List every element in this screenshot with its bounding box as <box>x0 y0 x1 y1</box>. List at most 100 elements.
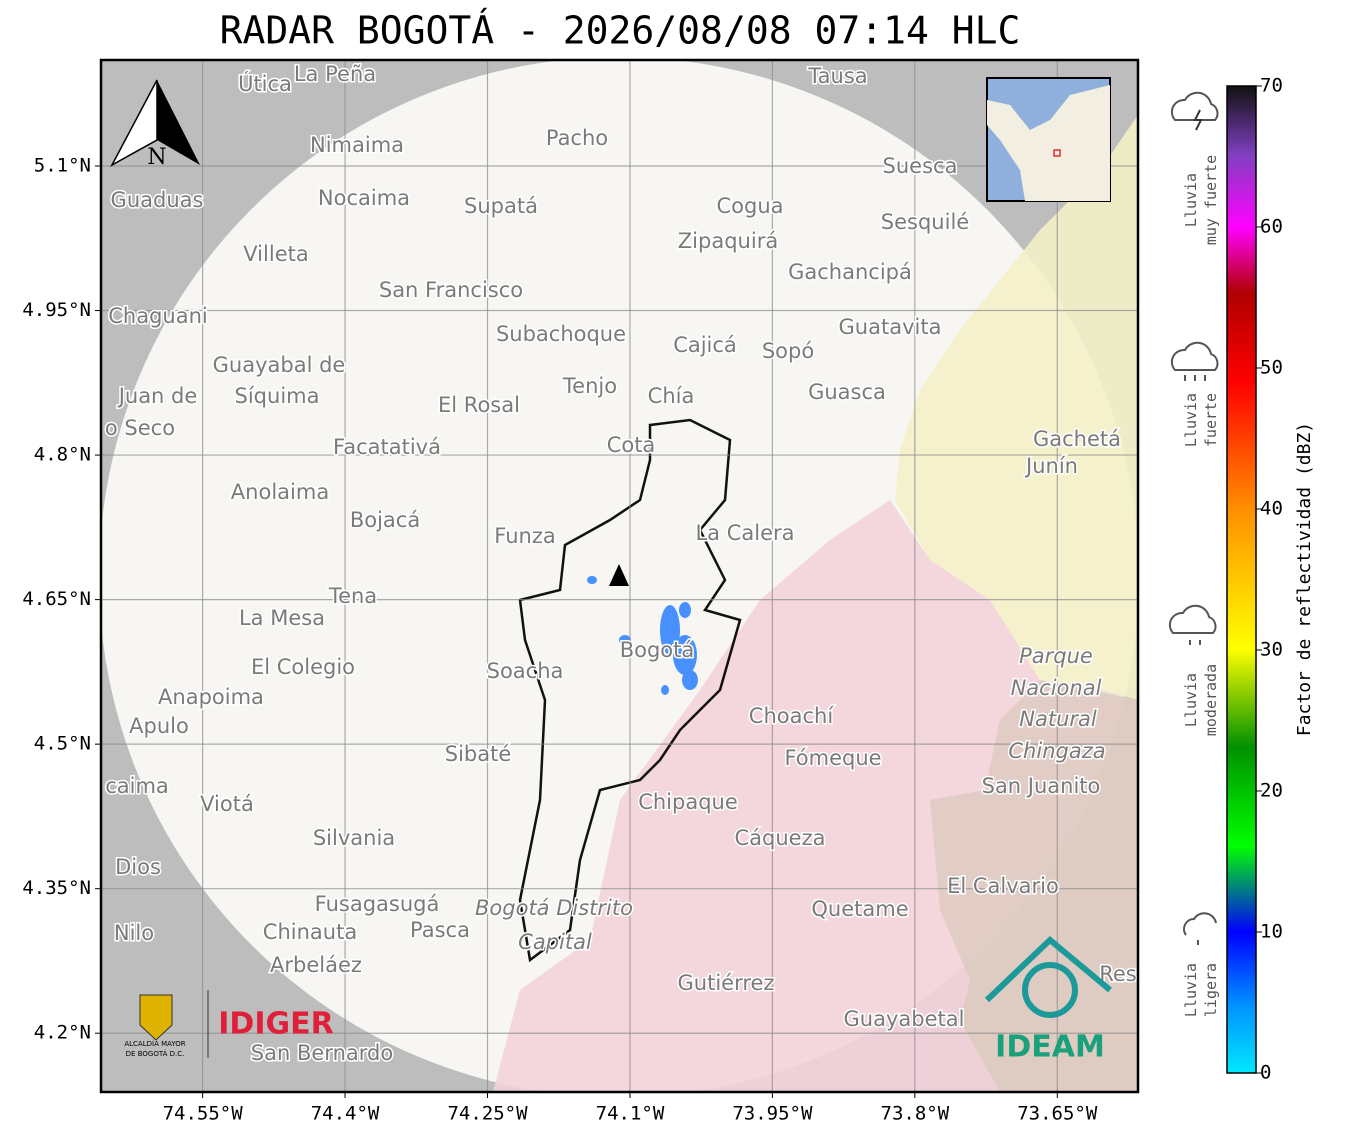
colorbar-label: Factor de reflectividad (dBZ) <box>1294 422 1315 736</box>
colorbar-tick-label: 0 <box>1260 1062 1271 1084</box>
place-label: Arbeláez <box>270 953 362 977</box>
place-label: Facatativá <box>333 435 441 459</box>
level-label: muy fuerte <box>1202 155 1220 245</box>
place-label: Anapoima <box>158 685 264 709</box>
place-label: Sesquilé <box>881 210 969 234</box>
x-tick-label: 73.8°W <box>881 1103 950 1125</box>
level-icons <box>1168 91 1219 945</box>
y-tick-label: 4.5°N <box>34 733 91 755</box>
place-label: Quetame <box>811 897 908 921</box>
place-label: Supatá <box>464 194 538 218</box>
colorbar-tick-label: 60 <box>1260 216 1283 238</box>
level-label: moderada <box>1202 664 1220 736</box>
level-label: fuerte <box>1202 393 1220 447</box>
place-label: Funza <box>494 524 555 548</box>
place-label: Zipaquirá <box>678 229 778 253</box>
y-tick-label: 4.65°N <box>22 588 91 610</box>
place-label: Choachí <box>749 704 835 728</box>
level-label: Lluvia <box>1182 173 1200 227</box>
colorbar-tick-label: 30 <box>1260 639 1283 661</box>
y-tick-label: 4.35°N <box>22 877 91 899</box>
place-label: Nacional <box>1011 676 1102 700</box>
place-label: Viotá <box>200 792 254 816</box>
level-label: ligera <box>1202 963 1220 1017</box>
place-label: Chinauta <box>263 920 357 944</box>
place-label: Sibaté <box>445 742 512 766</box>
y-tick-label: 4.2°N <box>34 1022 91 1044</box>
place-label: El Rosal <box>438 393 520 417</box>
place-label: Chaguani <box>108 304 208 328</box>
place-label: Guasca <box>808 380 886 404</box>
place-label: o Seco <box>105 416 175 440</box>
place-label: Suesca <box>883 154 958 178</box>
place-label: Síquima <box>235 384 320 408</box>
place-label: Silvania <box>313 826 395 850</box>
place-label: Pacho <box>546 126 608 150</box>
place-label: Cota <box>607 433 656 457</box>
place-label: San Bernardo <box>251 1041 393 1065</box>
place-label: Fusagasugá <box>315 892 440 916</box>
alcaldia-line: ALCALDÍA MAYOR <box>124 1039 185 1048</box>
place-label: El Colegio <box>251 655 355 679</box>
place-label: Nilo <box>114 921 154 945</box>
place-label: Villeta <box>243 242 308 266</box>
place-label: Res <box>1099 962 1137 986</box>
place-label: La Mesa <box>239 606 325 630</box>
place-label: Parque <box>1019 644 1093 668</box>
place-label: Gutiérrez <box>678 971 775 995</box>
place-label: Anolaima <box>231 480 329 504</box>
place-label: Bogotá Distrito <box>475 896 633 920</box>
level-label: Lluvia <box>1182 673 1200 727</box>
place-label: Junín <box>1024 454 1078 478</box>
place-label: Cajicá <box>673 333 737 357</box>
place-label: Capital <box>518 930 592 954</box>
x-tick-label: 74.25°W <box>447 1103 528 1125</box>
place-label: Soacha <box>487 659 564 683</box>
x-tick-label: 73.95°W <box>732 1103 813 1125</box>
y-tick-label: 4.95°N <box>22 299 91 321</box>
place-label: Dios <box>115 855 161 879</box>
ideam-logo: IDEAM <box>995 1030 1105 1065</box>
place-label: Tena <box>328 584 377 608</box>
place-label: Bogotá <box>620 638 695 662</box>
x-tick-label: 74.4°W <box>311 1103 380 1125</box>
place-label: La Peña <box>294 62 376 86</box>
title: RADAR BOGOTÁ - 2026/08/08 07:14 HLC <box>220 9 1021 53</box>
colorbar-tick-label: 20 <box>1260 780 1283 802</box>
place-label: Cáqueza <box>735 826 826 850</box>
place-label: caima <box>105 774 169 798</box>
alcaldia-line: DE BOGOTÁ D.C. <box>126 1049 185 1058</box>
place-label: Cogua <box>716 194 783 218</box>
place-label: Guatavita <box>839 315 942 339</box>
x-tick-label: 73.65°W <box>1017 1103 1098 1125</box>
place-label: Subachoque <box>496 322 626 346</box>
place-label: Nimaima <box>310 133 404 157</box>
map-frame <box>99 58 1140 1094</box>
place-label: San Juanito <box>982 774 1101 798</box>
place-label: San Francisco <box>379 278 523 302</box>
y-tick-label: 5.1°N <box>34 154 91 176</box>
place-label: Gachancipá <box>788 260 912 284</box>
level-label: Lluvia <box>1182 963 1200 1017</box>
north-label: N <box>147 145 166 170</box>
place-label: Apulo <box>129 714 189 738</box>
place-label: Guayabetal <box>844 1007 965 1031</box>
place-label: Fómeque <box>784 746 881 770</box>
place-label: Nocaima <box>318 186 410 210</box>
colorbar <box>1226 85 1257 1074</box>
place-label: Gachetá <box>1033 427 1121 451</box>
colorbar-tick-label: 70 <box>1260 75 1283 97</box>
colorbar-tick-label: 40 <box>1260 498 1283 520</box>
place-label: Tenjo <box>562 374 617 398</box>
place-label: Pasca <box>410 918 470 942</box>
place-label: Chingaza <box>1008 739 1105 763</box>
place-label: Bojacá <box>350 508 420 532</box>
place-label: Tausa <box>807 64 867 88</box>
place-label: Chipaque <box>638 790 738 814</box>
place-label: Guayabal de <box>213 353 346 377</box>
place-label: Sopó <box>762 339 814 363</box>
map: Útica La Peña Tausa Pacho Nimaima Suesca Guadu… <box>101 60 1138 1092</box>
place-label: Guaduas <box>111 188 204 212</box>
x-tick-label: 74.55°W <box>163 1103 244 1125</box>
